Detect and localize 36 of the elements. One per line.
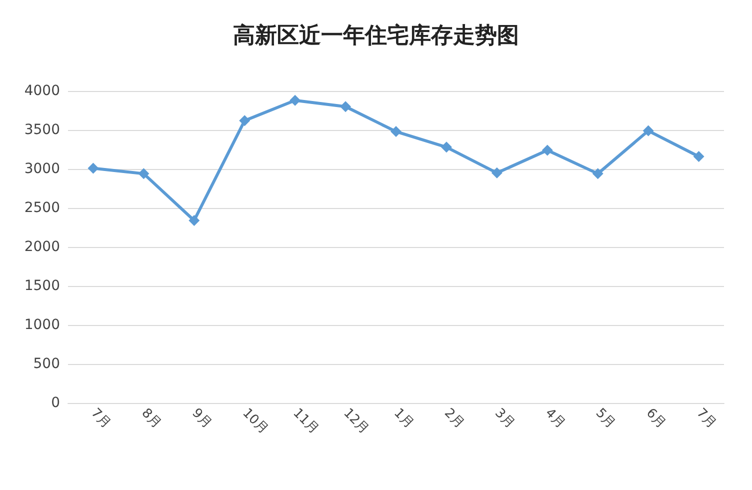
point (290, 94, 301, 106)
point (491, 167, 502, 178)
point (88, 162, 99, 174)
x-tick-label: 9月 (188, 406, 214, 432)
y-tick-label: 2000 (24, 239, 60, 255)
y-tick-label: 0 (51, 395, 60, 411)
x-tick-label: 3月 (492, 406, 518, 432)
point (138, 168, 150, 180)
x-tick-label: 12月 (340, 406, 372, 438)
x-tick-label: 7月 (693, 406, 720, 432)
x-tick-label: 4月 (542, 406, 568, 432)
y-tick-label: 500 (33, 356, 60, 372)
point (188, 214, 200, 226)
y-tick-label: 3500 (24, 122, 60, 138)
x-tick-label: 11月 (290, 406, 322, 438)
chart-title: 高新区近一年住宅库存走势图 (233, 22, 519, 48)
x-tick-label: 5月 (592, 406, 618, 432)
x-tick-label: 8月 (138, 406, 164, 432)
point (693, 151, 704, 162)
point (390, 126, 402, 138)
y-tick-label: 1500 (24, 278, 60, 294)
y-tick-label: 2500 (24, 200, 60, 216)
point (642, 125, 654, 136)
point (239, 115, 250, 126)
x-tick-label: 6月 (643, 406, 669, 432)
x-tick-label: 7月 (88, 406, 114, 432)
point (542, 144, 553, 156)
y-tick-label: 1000 (24, 317, 60, 333)
y-tick-label: 3000 (24, 161, 60, 177)
y-tick-label: 4000 (24, 83, 60, 99)
x-tick-label: 10月 (239, 406, 271, 438)
x-tick-label: 2月 (441, 406, 467, 432)
point (592, 168, 604, 180)
x-tick-label: 1月 (390, 406, 416, 432)
point (340, 101, 352, 112)
point (440, 142, 452, 153)
